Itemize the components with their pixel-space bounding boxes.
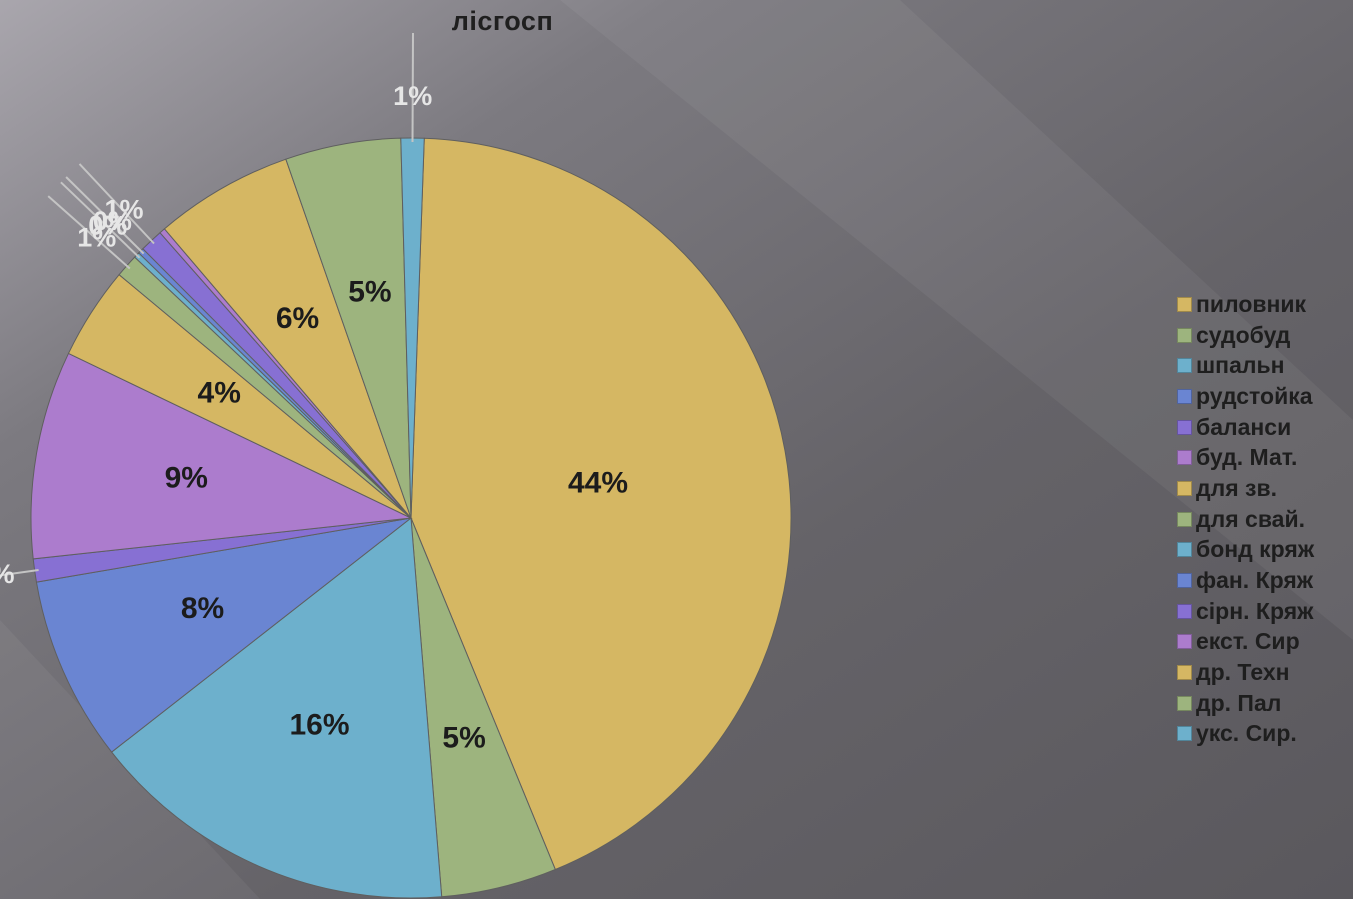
legend-swatch: [1177, 573, 1192, 589]
legend-swatch: [1177, 603, 1192, 619]
legend-item-13: др. Техн: [1177, 657, 1314, 688]
chart-legend: пиловник судобуд шпальн рудстойка баланси буд…: [1177, 289, 1314, 749]
data-label-15: 1%: [393, 81, 432, 111]
legend-item-12: екст. Сир: [1177, 627, 1314, 658]
legend-item-8: для свай.: [1177, 504, 1314, 535]
legend-item-10: фан. Кряж: [1177, 565, 1314, 596]
legend-swatch: [1177, 480, 1192, 496]
data-label-2: 5%: [442, 722, 485, 755]
legend-label-буд-мат: буд. Мат.: [1196, 444, 1298, 471]
legend-label-для-свай: для свай.: [1196, 505, 1305, 532]
data-label-5: 1%: [0, 559, 15, 589]
data-label-8: 1%: [77, 222, 116, 252]
pie-slice-4: [35, 517, 412, 753]
legend-label-для-зв: для зв.: [1196, 474, 1277, 501]
legend-swatch: [1177, 542, 1192, 558]
legend-label-др-пал: др. Пал: [1196, 689, 1282, 716]
legend-label-укс-сир: укс. Сир.: [1196, 720, 1297, 747]
legend-item-11: сірн. Кряж: [1177, 596, 1314, 627]
legend-item-7: для зв.: [1177, 473, 1314, 504]
legend-label-фан-кряж: фан. Кряж: [1196, 567, 1314, 594]
legend-swatch: [1177, 296, 1192, 312]
pie-slice-1: [410, 137, 792, 871]
legend-label-др-техн: др. Техн: [1196, 659, 1290, 686]
data-label-14: 5%: [348, 276, 391, 309]
data-label-1: 44%: [568, 466, 628, 499]
legend-label-шпальн: шпальн: [1196, 352, 1285, 379]
data-label-4: 8%: [181, 592, 224, 625]
data-label-6: 9%: [165, 461, 208, 494]
legend-item-4: рудстойка: [1177, 381, 1314, 412]
leader-line-9: [60, 181, 141, 259]
data-label-9: 0%: [88, 210, 127, 240]
legend-swatch: [1177, 665, 1192, 681]
legend-swatch: [1177, 511, 1192, 527]
legend-swatch: [1177, 358, 1192, 374]
data-label-3: 16%: [289, 709, 349, 742]
legend-swatch: [1177, 695, 1192, 711]
legend-item-1: пиловник: [1177, 289, 1314, 320]
legend-swatch: [1177, 327, 1192, 343]
leader-line-10: [65, 176, 145, 255]
data-label-7: 4%: [198, 377, 241, 410]
leader-line-8: [47, 195, 131, 270]
leader-line-15: [411, 32, 414, 143]
pie-slice-13: [163, 158, 412, 519]
legend-label-судобуд: судобуд: [1196, 321, 1291, 348]
legend-label-бонд-кряж: бонд кряж: [1196, 536, 1315, 563]
legend-item-9: бонд кряж: [1177, 535, 1314, 566]
legend-label-екст-сир: екст. Сир: [1196, 628, 1300, 655]
data-label-13: 6%: [276, 302, 319, 335]
legend-swatch: [1177, 450, 1192, 466]
legend-item-5: баланси: [1177, 412, 1314, 443]
legend-label-баланси: баланси: [1196, 413, 1292, 440]
legend-label-сірн-кряж: сірн. Кряж: [1196, 597, 1314, 624]
pie-slice-3: [110, 517, 443, 899]
legend-swatch: [1177, 388, 1192, 404]
legend-swatch: [1177, 419, 1192, 435]
legend-label-пиловник: пиловник: [1196, 290, 1307, 317]
legend-item-2: судобуд: [1177, 320, 1314, 351]
legend-swatch: [1177, 634, 1192, 650]
chart-title: лісгосп: [451, 6, 554, 36]
legend-swatch: [1177, 726, 1192, 742]
legend-item-14: др. Пал: [1177, 688, 1314, 719]
pie-slice-6: [30, 352, 413, 560]
leader-line-11: [78, 163, 155, 245]
legend-label-рудстойка: рудстойка: [1196, 382, 1313, 409]
legend-item-15: укс. Сир.: [1177, 719, 1314, 750]
legend-item-6: буд. Мат.: [1177, 442, 1314, 473]
legend-item-3: шпальн: [1177, 350, 1314, 381]
data-label-11: 1%: [104, 195, 143, 225]
leader-line-5: [0, 569, 39, 577]
data-label-10: 0%: [93, 206, 132, 236]
